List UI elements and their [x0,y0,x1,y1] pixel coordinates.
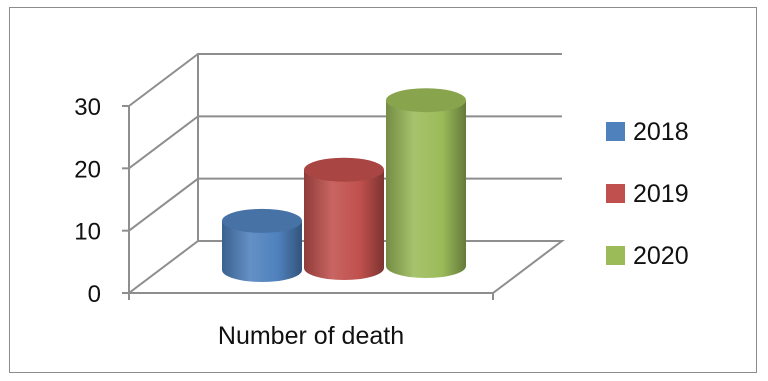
y-tick-label: 10 [74,219,101,246]
legend-label: 2018 [633,118,689,146]
legend-item-2020: 2020 [606,242,689,270]
bars [222,88,466,282]
bar-body [386,100,466,278]
legend-label: 2020 [633,242,689,270]
bar-body [222,220,302,282]
x-category-label: Number of death [218,322,404,350]
bar-top [304,157,384,182]
legend-item-2018: 2018 [606,118,689,146]
gridline [128,53,562,107]
y-tick-label: 30 [74,94,101,121]
legend-item-2019: 2019 [606,180,689,208]
legend-swatch [606,184,625,203]
legend-swatch [606,246,625,265]
bar-2020 [386,88,466,278]
y-tick-label: 20 [74,156,101,183]
legend-swatch [606,122,625,141]
y-tick-label: 0 [88,281,101,308]
axes [122,105,494,300]
y-tick-labels: 0 10 20 30 [74,94,101,308]
chart-walls [126,54,565,294]
legend: 2018 2019 2020 [606,118,689,270]
bar-top [222,208,302,233]
bar-top [386,88,466,113]
chart-floor [126,240,565,294]
legend-label: 2019 [633,180,689,208]
x-category-labels: Number of death [218,322,404,350]
bar-body [304,169,384,280]
bar-2019 [304,157,384,280]
bar-2018 [222,208,302,282]
